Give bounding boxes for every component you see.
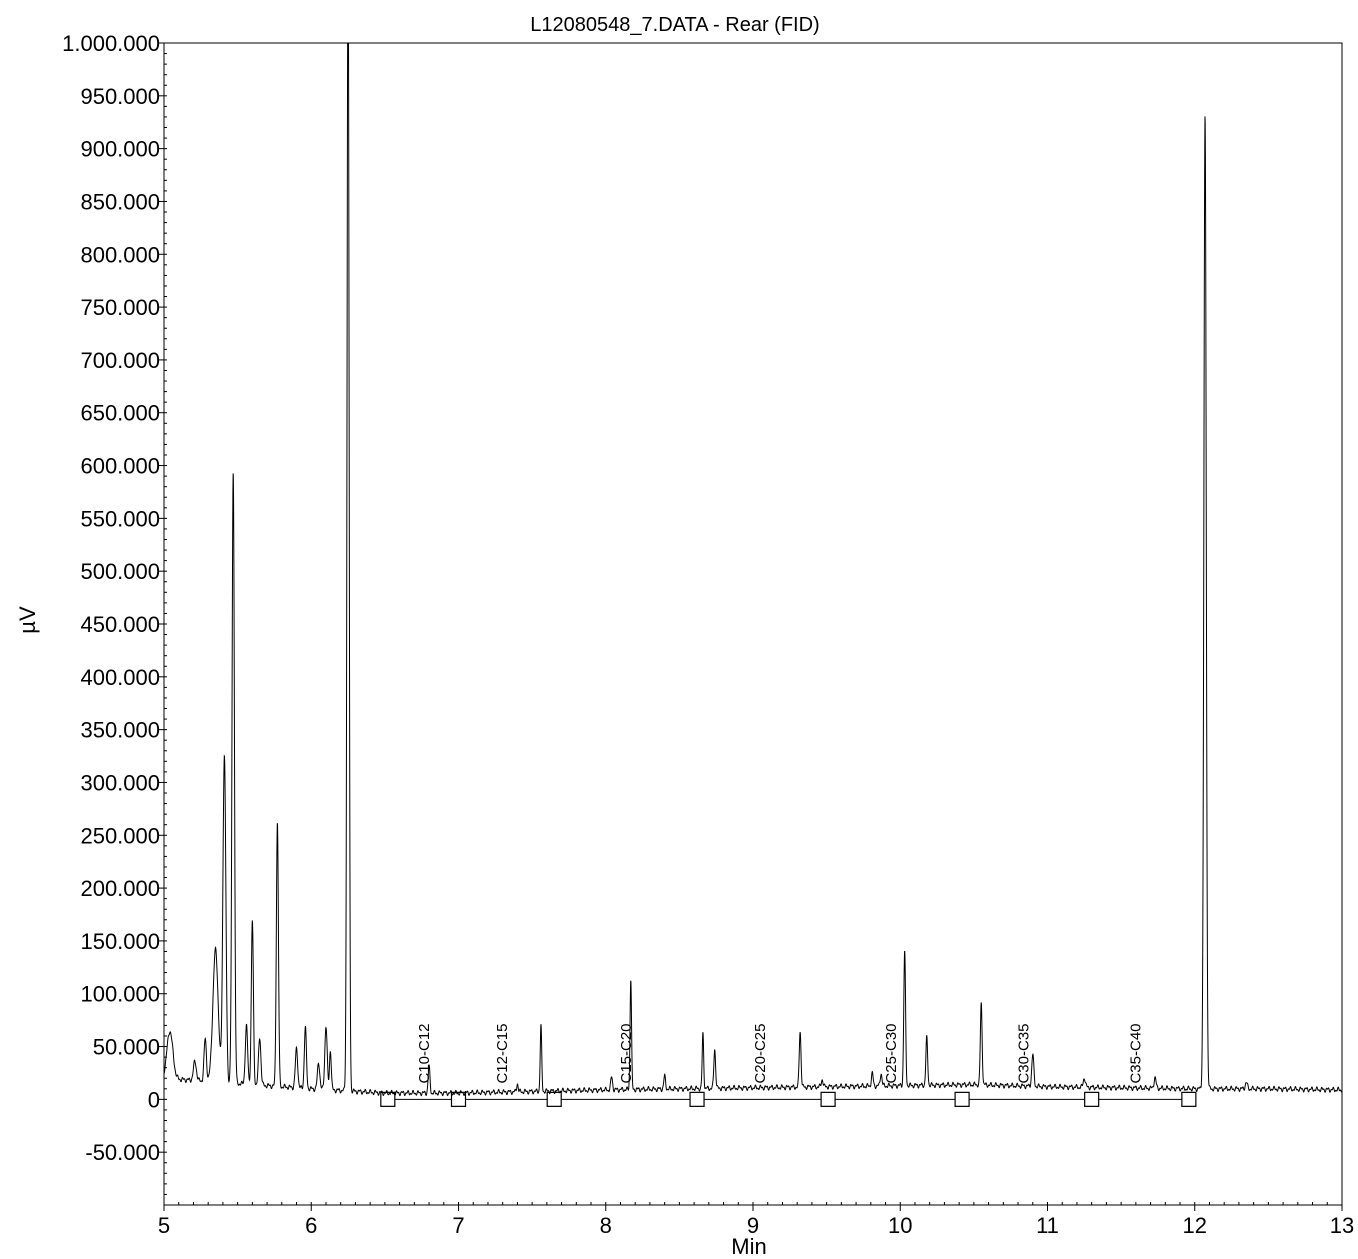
integration-marker bbox=[820, 1091, 836, 1107]
chart-title: L12080548_7.DATA - Rear (FID) bbox=[530, 14, 819, 36]
y-tick-label: -50.000 bbox=[85, 1140, 160, 1165]
y-tick-label: 800.000 bbox=[80, 242, 160, 267]
integration-marker bbox=[546, 1091, 562, 1107]
x-axis-label: Min bbox=[731, 1234, 766, 1259]
x-tick-label: 11 bbox=[1036, 1213, 1059, 1238]
annotation-label: C15-C20 bbox=[618, 1023, 635, 1083]
x-tick-label: 12 bbox=[1183, 1213, 1207, 1238]
annotation-label: C35-C40 bbox=[1127, 1023, 1144, 1083]
y-tick-label: 950.000 bbox=[80, 84, 160, 109]
x-axis: 5 6 7 8 9 10 11 12 13 bbox=[158, 1202, 1354, 1238]
y-tick-label: 750.000 bbox=[80, 295, 160, 320]
x-tick-label: 7 bbox=[452, 1213, 464, 1238]
annotation-label: C30-C35 bbox=[1015, 1023, 1032, 1083]
y-tick-label: 650.000 bbox=[80, 401, 160, 426]
y-tick-label: 1.000.000 bbox=[62, 31, 160, 56]
y-tick-label: 550.000 bbox=[80, 506, 160, 531]
integration-marker bbox=[1181, 1091, 1197, 1107]
annotation-label: C25-C30 bbox=[883, 1023, 900, 1083]
annotation-label: C20-C25 bbox=[752, 1023, 769, 1083]
y-tick-label: 600.000 bbox=[80, 454, 160, 479]
y-tick-label: 150.000 bbox=[80, 929, 160, 954]
y-tick-label: 250.000 bbox=[80, 823, 160, 848]
series-group bbox=[164, 43, 1342, 1097]
x-tick-label: 6 bbox=[305, 1213, 317, 1238]
y-tick-label: 0 bbox=[148, 1087, 160, 1112]
x-tick-label: 8 bbox=[600, 1213, 612, 1238]
integration-baseline bbox=[380, 1091, 1197, 1107]
annotation-group: C10-C12 C12-C15 C15-C20 C20-C25 C25-C30 C30-C… bbox=[416, 1023, 1144, 1083]
integration-marker bbox=[689, 1091, 705, 1107]
x-tick-label: 13 bbox=[1330, 1213, 1354, 1238]
integration-marker bbox=[1084, 1091, 1100, 1107]
annotation-label: C12-C15 bbox=[494, 1023, 511, 1083]
y-tick-label: 200.000 bbox=[80, 876, 160, 901]
y-tick-label: 850.000 bbox=[80, 189, 160, 214]
y-tick-label: 450.000 bbox=[80, 612, 160, 637]
y-tick-label: 300.000 bbox=[80, 770, 160, 795]
chromatogram-trace bbox=[164, 43, 1342, 1097]
y-tick-label: 100.000 bbox=[80, 982, 160, 1007]
plot-area: C10-C12 C12-C15 C15-C20 C20-C25 C25-C30 C30-C… bbox=[164, 43, 1342, 1107]
x-tick-label: 9 bbox=[747, 1213, 759, 1238]
annotation-label: C10-C12 bbox=[416, 1023, 433, 1083]
x-tick-label: 10 bbox=[888, 1213, 912, 1238]
y-tick-label: 900.000 bbox=[80, 137, 160, 162]
x-tick-label: 5 bbox=[158, 1213, 170, 1238]
y-tick-label: 400.000 bbox=[80, 665, 160, 690]
y-axis: 1.000.000 950.000 900.000 850.000 800.000 750… bbox=[62, 31, 167, 1206]
integration-marker bbox=[450, 1091, 467, 1107]
y-tick-label: 50.000 bbox=[93, 1035, 160, 1060]
y-tick-label: 350.000 bbox=[80, 718, 160, 743]
y-axis-label: µV bbox=[15, 606, 40, 634]
integration-marker bbox=[954, 1091, 970, 1107]
y-tick-label: 500.000 bbox=[80, 559, 160, 584]
y-tick-label: 700.000 bbox=[80, 348, 160, 373]
